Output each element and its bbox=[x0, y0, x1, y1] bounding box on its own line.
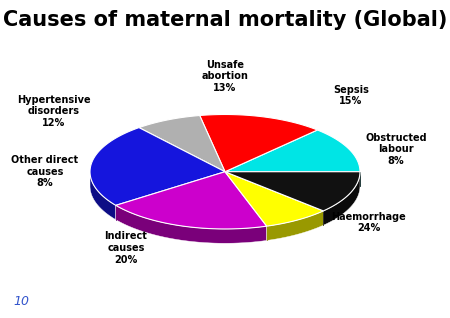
Text: Sepsis
15%: Sepsis 15% bbox=[333, 85, 369, 106]
Text: Obstructed
labour
8%: Obstructed labour 8% bbox=[365, 133, 427, 166]
Text: Indirect
causes
20%: Indirect causes 20% bbox=[104, 232, 148, 265]
Polygon shape bbox=[200, 114, 317, 172]
Polygon shape bbox=[116, 172, 267, 229]
Text: Unsafe
abortion
13%: Unsafe abortion 13% bbox=[202, 60, 248, 93]
Polygon shape bbox=[267, 211, 324, 240]
Polygon shape bbox=[225, 130, 360, 172]
Text: Hypertensive
disorders
12%: Hypertensive disorders 12% bbox=[17, 95, 91, 128]
Text: Other direct
causes
8%: Other direct causes 8% bbox=[11, 155, 79, 188]
Polygon shape bbox=[90, 128, 225, 205]
Text: 10: 10 bbox=[14, 295, 30, 308]
Text: Haemorrhage
24%: Haemorrhage 24% bbox=[332, 212, 406, 233]
Polygon shape bbox=[90, 173, 116, 220]
Polygon shape bbox=[116, 205, 267, 243]
Text: Causes of maternal mortality (Global): Causes of maternal mortality (Global) bbox=[3, 10, 447, 30]
Polygon shape bbox=[225, 172, 360, 211]
Polygon shape bbox=[139, 115, 225, 172]
Polygon shape bbox=[225, 172, 324, 226]
Polygon shape bbox=[324, 172, 360, 225]
